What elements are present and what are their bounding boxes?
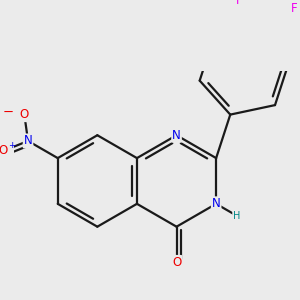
Text: O: O	[172, 256, 181, 269]
Text: F: F	[236, 0, 243, 7]
Text: H: H	[233, 211, 240, 221]
Text: +: +	[8, 141, 16, 150]
Text: O: O	[0, 144, 8, 158]
Text: N: N	[172, 129, 181, 142]
Text: N: N	[24, 134, 32, 147]
Text: O: O	[20, 108, 29, 121]
Text: −: −	[3, 106, 14, 119]
Text: N: N	[212, 197, 220, 210]
Text: F: F	[291, 2, 298, 15]
